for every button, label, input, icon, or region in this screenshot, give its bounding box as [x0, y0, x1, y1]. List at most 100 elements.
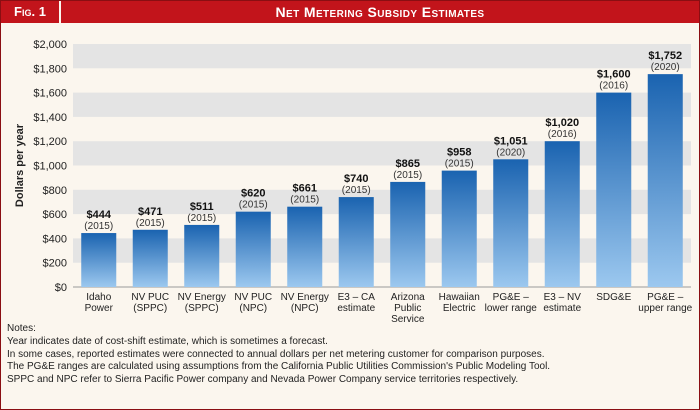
bar-year-label: (2015) — [393, 170, 422, 181]
x-tick-label-line: (NPC) — [239, 303, 267, 314]
note-line: The PG&E ranges are calculated using ass… — [7, 361, 551, 373]
grid-band — [73, 189, 691, 215]
x-tick-label-line: Arizona — [391, 292, 425, 303]
note-line: Year indicates date of cost-shift estima… — [7, 335, 328, 347]
bar-year-label: (2015) — [290, 195, 319, 206]
bar-value-label: $1,051 — [494, 135, 528, 147]
x-tick-label: NV PUC (NPC) — [234, 292, 272, 314]
x-tick-label-line: Electric — [443, 303, 476, 314]
bar-year-label: (2015) — [84, 221, 113, 232]
x-tick-label-line: (NPC) — [291, 303, 319, 314]
x-tick-label-line: PG&E – — [493, 292, 530, 303]
y-tick-label: $200 — [43, 258, 67, 270]
x-tick-label-line: PG&E – — [647, 292, 684, 303]
bar — [338, 197, 374, 287]
x-tick-label: PG&E – upper range — [638, 292, 692, 314]
bar-value-label: $511 — [190, 201, 214, 213]
x-tick-label: E3 – NV estimate — [543, 292, 581, 314]
x-tick-label-line: Idaho — [86, 292, 111, 303]
bar — [596, 92, 632, 287]
bar-year-label: (2015) — [239, 200, 268, 211]
bar-year-label: (2016) — [548, 129, 577, 140]
figure-header: Fig. 1 Net Metering Subsidy Estimates — [1, 1, 699, 23]
x-tick-label: NV Energy (NPC) — [281, 292, 329, 314]
y-tick-label: $600 — [43, 209, 67, 221]
y-axis-ticks: $0 $200 $400 $600 $800 $1,000 $1,200 $1,400 $1,6… — [33, 39, 67, 294]
value-labels: $444(2015)$471(2015)$511(2015)$620(2015)… — [84, 50, 682, 232]
bar-value-label: $1,600 — [597, 69, 631, 81]
bar — [647, 74, 683, 287]
x-tick-label-line: (SPPC) — [185, 303, 219, 314]
bar-value-label: $620 — [241, 188, 265, 200]
y-tick-label: $0 — [55, 282, 67, 294]
bar-value-label: $740 — [344, 173, 368, 185]
x-tick-label-line: E3 – CA — [338, 292, 376, 303]
grid-band — [73, 141, 691, 166]
x-tick-label-line: NV Energy — [178, 292, 226, 303]
bar-value-label: $1,020 — [545, 117, 579, 129]
x-tick-label-line: NV Energy — [281, 292, 329, 303]
header-divider — [59, 1, 61, 23]
x-tick-label: PG&E – lower range — [485, 292, 538, 314]
bar-year-label: (2015) — [187, 213, 216, 224]
bars — [81, 74, 683, 287]
bar-year-label: (2015) — [342, 185, 371, 196]
bar-chart: $0 $200 $400 $600 $800 $1,000 $1,200 $1,400 $1,6… — [14, 39, 693, 323]
bar-year-label: (2016) — [599, 81, 628, 92]
y-tick-label: $1,200 — [33, 136, 67, 148]
bar-year-label: (2020) — [496, 147, 525, 158]
bar — [544, 141, 580, 287]
bar-value-label: $444 — [87, 209, 112, 221]
x-tick-label-line: E3 – NV — [544, 292, 582, 303]
x-tick-label-line: Service — [391, 314, 425, 323]
bar — [184, 224, 220, 287]
bar — [390, 181, 426, 287]
x-tick-label-line: Hawaiian — [439, 292, 480, 303]
bar — [132, 229, 168, 287]
y-tick-label: $2,000 — [33, 39, 67, 51]
bar — [235, 211, 271, 287]
bar-value-label: $661 — [293, 183, 317, 195]
y-axis-label: Dollars per year — [14, 123, 26, 207]
bar — [287, 206, 323, 287]
grid-band — [73, 44, 691, 69]
x-tick-label-line: SDG&E — [596, 292, 631, 303]
bar-value-label: $865 — [396, 158, 420, 170]
x-tick-label-line: upper range — [638, 303, 692, 314]
bar-year-label: (2015) — [136, 218, 165, 229]
x-tick-label-line: lower range — [485, 303, 538, 314]
x-tick-label-line: NV PUC — [234, 292, 272, 303]
x-tick-label: NV PUC (SPPC) — [131, 292, 169, 314]
x-tick-label: Idaho Power — [85, 292, 114, 314]
bar-value-label: $1,752 — [648, 50, 682, 62]
x-tick-label-line: estimate — [337, 303, 375, 314]
bar-year-label: (2020) — [651, 62, 680, 73]
x-tick-label-line: Public — [394, 303, 421, 314]
x-tick-label: E3 – CA estimate — [337, 292, 375, 314]
x-tick-label: NV Energy (SPPC) — [178, 292, 226, 314]
bar — [81, 233, 117, 287]
x-tick-label-line: Power — [85, 303, 114, 314]
x-tick-label: SDG&E — [596, 292, 631, 303]
bar-value-label: $958 — [447, 147, 471, 159]
grid-band — [73, 92, 691, 117]
y-tick-label: $400 — [43, 233, 67, 245]
y-tick-label: $800 — [43, 185, 67, 197]
grid-bands — [73, 44, 691, 288]
x-tick-label: Arizona Public Service — [391, 292, 425, 323]
bar — [493, 159, 529, 287]
y-tick-label: $1,800 — [33, 63, 67, 75]
x-tick-label-line: estimate — [543, 303, 581, 314]
x-tick-label-line: (SPPC) — [133, 303, 167, 314]
chart-title: Net Metering Subsidy Estimates — [275, 4, 485, 20]
y-tick-label: $1,000 — [33, 161, 67, 173]
bar-value-label: $471 — [138, 206, 162, 218]
note-line: SPPC and NPC refer to Sierra Pacific Pow… — [7, 374, 519, 386]
x-tick-label-line: NV PUC — [131, 292, 169, 303]
bar-year-label: (2015) — [445, 159, 474, 170]
y-tick-label: $1,400 — [33, 112, 67, 124]
y-tick-label: $1,600 — [33, 88, 67, 100]
note-line: Notes: — [7, 323, 36, 334]
